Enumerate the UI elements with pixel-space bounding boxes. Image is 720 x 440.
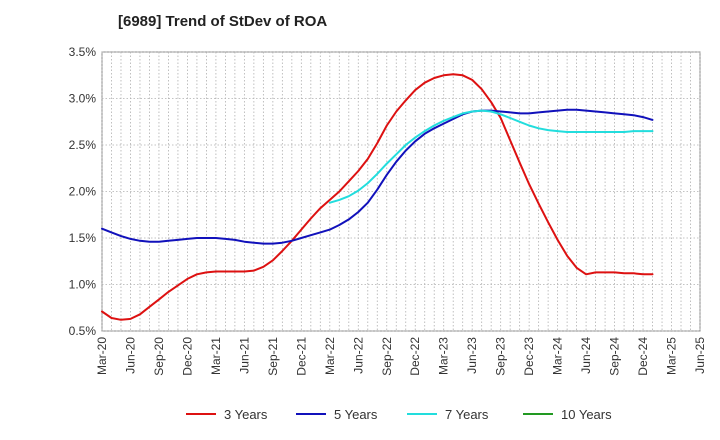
- x-tick-label: Dec-20: [180, 337, 194, 376]
- chart-title: [6989] Trend of StDev of ROA: [118, 13, 327, 30]
- x-tick-label: Mar-22: [323, 337, 337, 375]
- x-tick-label: Mar-21: [209, 337, 223, 375]
- grid-lines: [101, 51, 701, 332]
- series-line-5-years: [101, 108, 654, 245]
- y-tick-label: 2.0%: [69, 185, 97, 199]
- y-tick-label: 1.0%: [69, 278, 97, 292]
- x-tick-label: Jun-22: [351, 337, 365, 374]
- x-tick-label: Mar-24: [551, 337, 565, 375]
- series-lines: [101, 73, 654, 321]
- y-tick-label: 3.5%: [69, 45, 97, 59]
- series-line-3-years: [101, 73, 654, 321]
- x-tick-label: Mar-20: [95, 337, 109, 375]
- legend-label: 10 Years: [561, 407, 612, 422]
- legend-label: 5 Years: [334, 407, 378, 422]
- x-tick-label: Jun-25: [693, 337, 707, 374]
- legend-label: 7 Years: [445, 407, 489, 422]
- x-tick-label: Dec-21: [294, 337, 308, 376]
- x-tick-label: Jun-21: [237, 337, 251, 374]
- x-tick-label: Jun-23: [465, 337, 479, 374]
- legend-label: 3 Years: [224, 407, 268, 422]
- y-tick-label: 1.5%: [69, 231, 97, 245]
- x-tick-label: Sep-20: [152, 337, 166, 376]
- x-tick-label: Jun-20: [123, 337, 137, 374]
- x-tick-label: Dec-24: [636, 337, 650, 376]
- series-line-7-years: [328, 109, 654, 204]
- legend: 3 Years 5 Years 7 Years 10 Years: [186, 407, 612, 422]
- y-axis-ticks: 0.5% 1.0% 1.5% 2.0% 2.5% 3.0% 3.5%: [69, 45, 97, 338]
- x-tick-label: Mar-23: [437, 337, 451, 375]
- x-tick-label: Dec-22: [408, 337, 422, 376]
- x-tick-label: Jun-24: [579, 337, 593, 374]
- y-tick-label: 2.5%: [69, 138, 97, 152]
- x-tick-label: Sep-22: [380, 337, 394, 376]
- x-tick-label: Sep-21: [266, 337, 280, 376]
- x-tick-label: Mar-25: [665, 337, 679, 375]
- x-tick-label: Dec-23: [522, 337, 536, 376]
- x-tick-label: Sep-23: [494, 337, 508, 376]
- x-axis-ticks: Mar-20 Jun-20 Sep-20 Dec-20 Mar-21 Jun-21 Sep-…: [95, 337, 707, 376]
- x-tick-label: Sep-24: [608, 337, 622, 376]
- y-tick-label: 0.5%: [69, 324, 97, 338]
- y-tick-label: 3.0%: [69, 92, 97, 106]
